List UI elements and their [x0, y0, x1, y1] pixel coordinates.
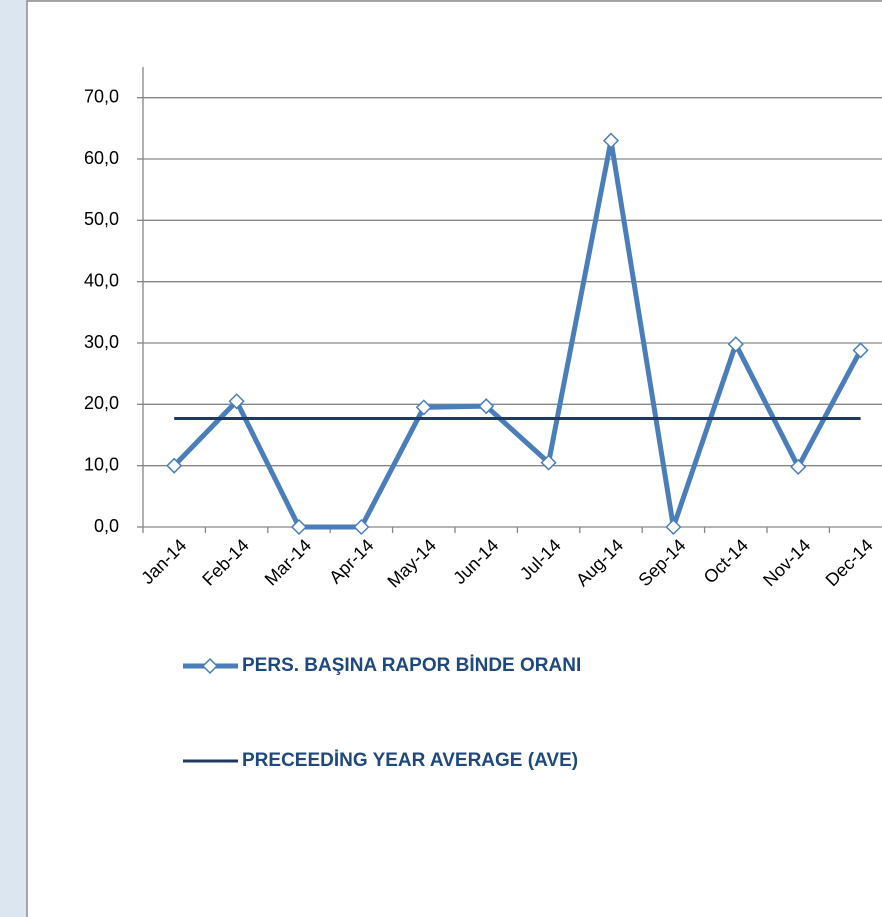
marker — [852, 342, 869, 359]
y-tick-label: 20,0 — [84, 393, 119, 413]
marker — [602, 132, 620, 149]
y-tick-label: 30,0 — [84, 332, 119, 352]
marker — [790, 458, 807, 475]
legend-label: PRECEEDİNG YEAR AVERAGE (AVE) — [242, 750, 578, 771]
y-tick-label: 70,0 — [84, 86, 119, 106]
y-tick-label: 60,0 — [84, 148, 119, 168]
marker — [228, 393, 245, 410]
y-tick-label: 0,0 — [94, 516, 119, 536]
marker — [540, 454, 557, 471]
chart-panel — [26, 0, 882, 917]
marker — [665, 518, 682, 536]
marker — [290, 518, 308, 536]
y-tick-label: 10,0 — [84, 454, 119, 474]
series-line — [172, 138, 863, 530]
y-tick-label: 40,0 — [84, 270, 119, 290]
marker — [727, 336, 744, 353]
marker — [166, 457, 183, 474]
marker — [478, 398, 495, 415]
y-tick-label: 50,0 — [84, 209, 119, 229]
legend-marker — [201, 657, 219, 675]
marker — [415, 399, 432, 416]
legend-label: PERS. BAŞINA RAPOR BİNDE ORANI — [242, 655, 581, 676]
marker — [353, 518, 370, 536]
